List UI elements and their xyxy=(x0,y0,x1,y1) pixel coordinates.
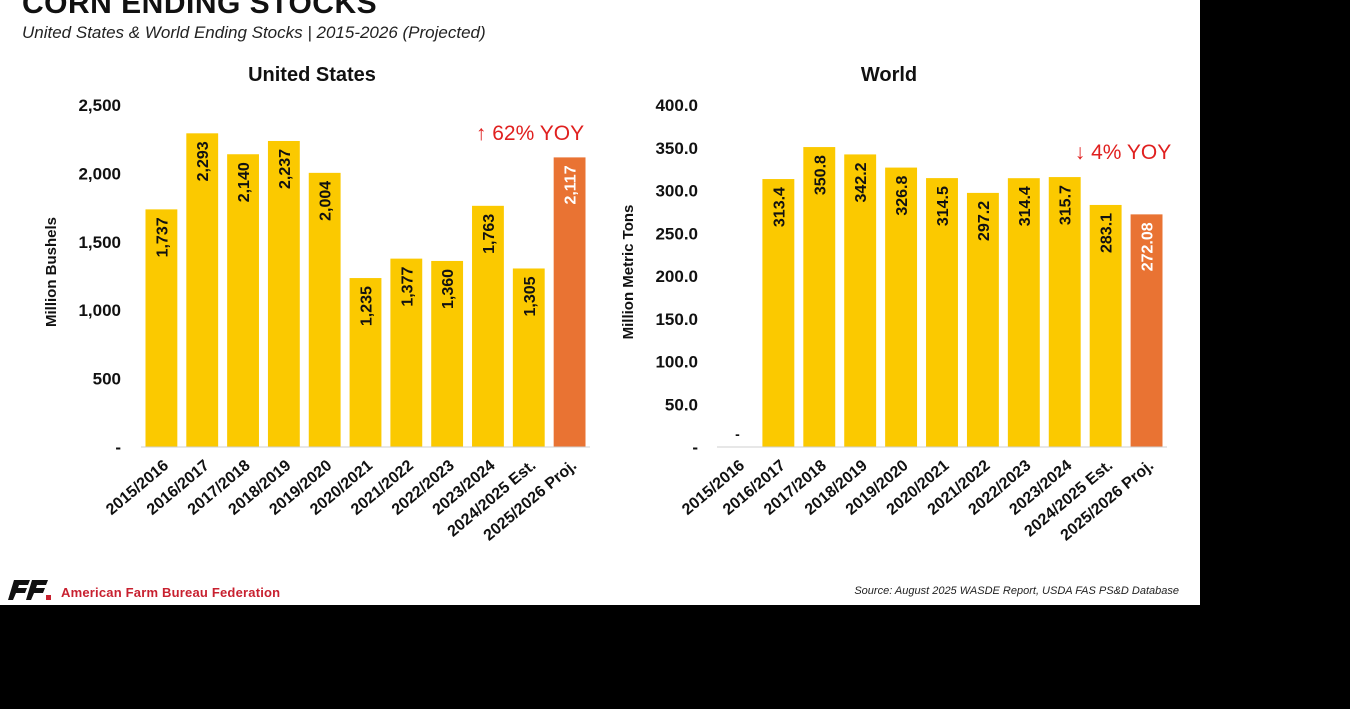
bar xyxy=(267,140,300,447)
bar xyxy=(803,147,836,448)
bar xyxy=(926,178,958,448)
us-ending-stocks-chart: United States Million Bushels - 500 1,000 1,5… xyxy=(43,64,590,544)
bar xyxy=(885,167,918,447)
data-label: 2,004 xyxy=(318,181,335,221)
data-label: 272.08 xyxy=(1140,222,1157,271)
chart-title: World xyxy=(861,64,917,86)
data-label: 342.2 xyxy=(853,162,870,202)
data-label: 1,305 xyxy=(522,276,539,316)
data-label: 2,237 xyxy=(277,149,294,189)
bar xyxy=(145,209,178,447)
y-tick-label: 200.0 xyxy=(655,267,698,286)
page-subtitle: United States & World Ending Stocks | 20… xyxy=(22,23,486,42)
y-tick-label: - xyxy=(115,438,121,457)
bar xyxy=(227,154,259,448)
chart-title: United States xyxy=(248,64,376,86)
data-label: 1,763 xyxy=(481,214,498,254)
bar xyxy=(431,260,464,447)
data-label: 1,377 xyxy=(399,267,416,307)
bar xyxy=(844,154,877,447)
y-tick-label: 2,500 xyxy=(78,96,121,115)
yoy-annotation: ↓ 4% YOY xyxy=(1075,141,1172,164)
yoy-annotation: ↑ 62% YOY xyxy=(476,122,584,145)
bar xyxy=(390,258,423,447)
data-label: 315.7 xyxy=(1058,185,1075,225)
y-tick-label: 300.0 xyxy=(655,182,698,201)
data-label: 350.8 xyxy=(812,155,829,195)
y-tick-label: 1,000 xyxy=(78,301,121,320)
y-tick-label: 150.0 xyxy=(655,310,698,329)
y-tick-label: 50.0 xyxy=(665,395,698,414)
bar xyxy=(512,268,545,447)
projected-bar xyxy=(1130,214,1163,447)
data-label: 1,235 xyxy=(359,286,376,326)
y-tick-label: 1,500 xyxy=(78,233,121,252)
bar xyxy=(349,278,382,447)
y-tick-label: - xyxy=(692,438,698,457)
bar xyxy=(472,205,504,447)
data-label: 2,117 xyxy=(563,165,580,204)
yoy-text: 62% YOY xyxy=(492,122,584,145)
source-note: Source: August 2025 WASDE Report, USDA F… xyxy=(854,585,1179,597)
data-label: 283.1 xyxy=(1099,213,1116,253)
data-label: 326.8 xyxy=(894,175,911,215)
afbf-logo-icon xyxy=(8,580,51,600)
y-tick-label: 500 xyxy=(93,370,121,389)
y-axis-label: Million Metric Tons xyxy=(620,205,637,340)
data-label: 1,737 xyxy=(154,217,171,257)
data-label: 314.4 xyxy=(1017,186,1034,226)
afbf-logo xyxy=(8,580,52,600)
data-label: 313.4 xyxy=(771,187,788,227)
y-axis-label: Million Bushels xyxy=(43,217,60,327)
world-ending-stocks-chart: World Million Metric Tons - 50.0 100.0 150.0 2… xyxy=(620,64,1172,544)
yoy-arrow-icon: ↑ xyxy=(476,122,492,145)
projected-bar xyxy=(553,157,586,447)
bar xyxy=(1089,204,1122,447)
bar xyxy=(308,172,341,448)
y-tick-label: 400.0 xyxy=(655,96,698,115)
chart-panel: CORN ENDING STOCKS United States & World… xyxy=(0,0,1200,605)
y-tick-label: 100.0 xyxy=(655,353,698,372)
data-label: 297.2 xyxy=(976,201,993,241)
y-tick-label: 250.0 xyxy=(655,224,698,243)
bar xyxy=(186,133,219,447)
data-label: 2,293 xyxy=(195,141,212,181)
organization-name: American Farm Bureau Federation xyxy=(61,585,281,600)
y-tick-label: 2,000 xyxy=(78,164,121,183)
data-label: 314.5 xyxy=(935,186,952,226)
bar xyxy=(966,192,999,447)
page-title: CORN ENDING STOCKS xyxy=(22,0,378,20)
data-label: 2,140 xyxy=(236,162,253,202)
bar xyxy=(1048,177,1081,447)
bar xyxy=(1007,178,1040,448)
yoy-arrow-icon: ↓ xyxy=(1075,141,1091,164)
bar xyxy=(762,179,795,447)
y-tick-label: 350.0 xyxy=(655,139,698,158)
data-label: - xyxy=(735,426,740,442)
data-label: 1,360 xyxy=(440,269,457,309)
yoy-text: 4% YOY xyxy=(1091,141,1171,164)
